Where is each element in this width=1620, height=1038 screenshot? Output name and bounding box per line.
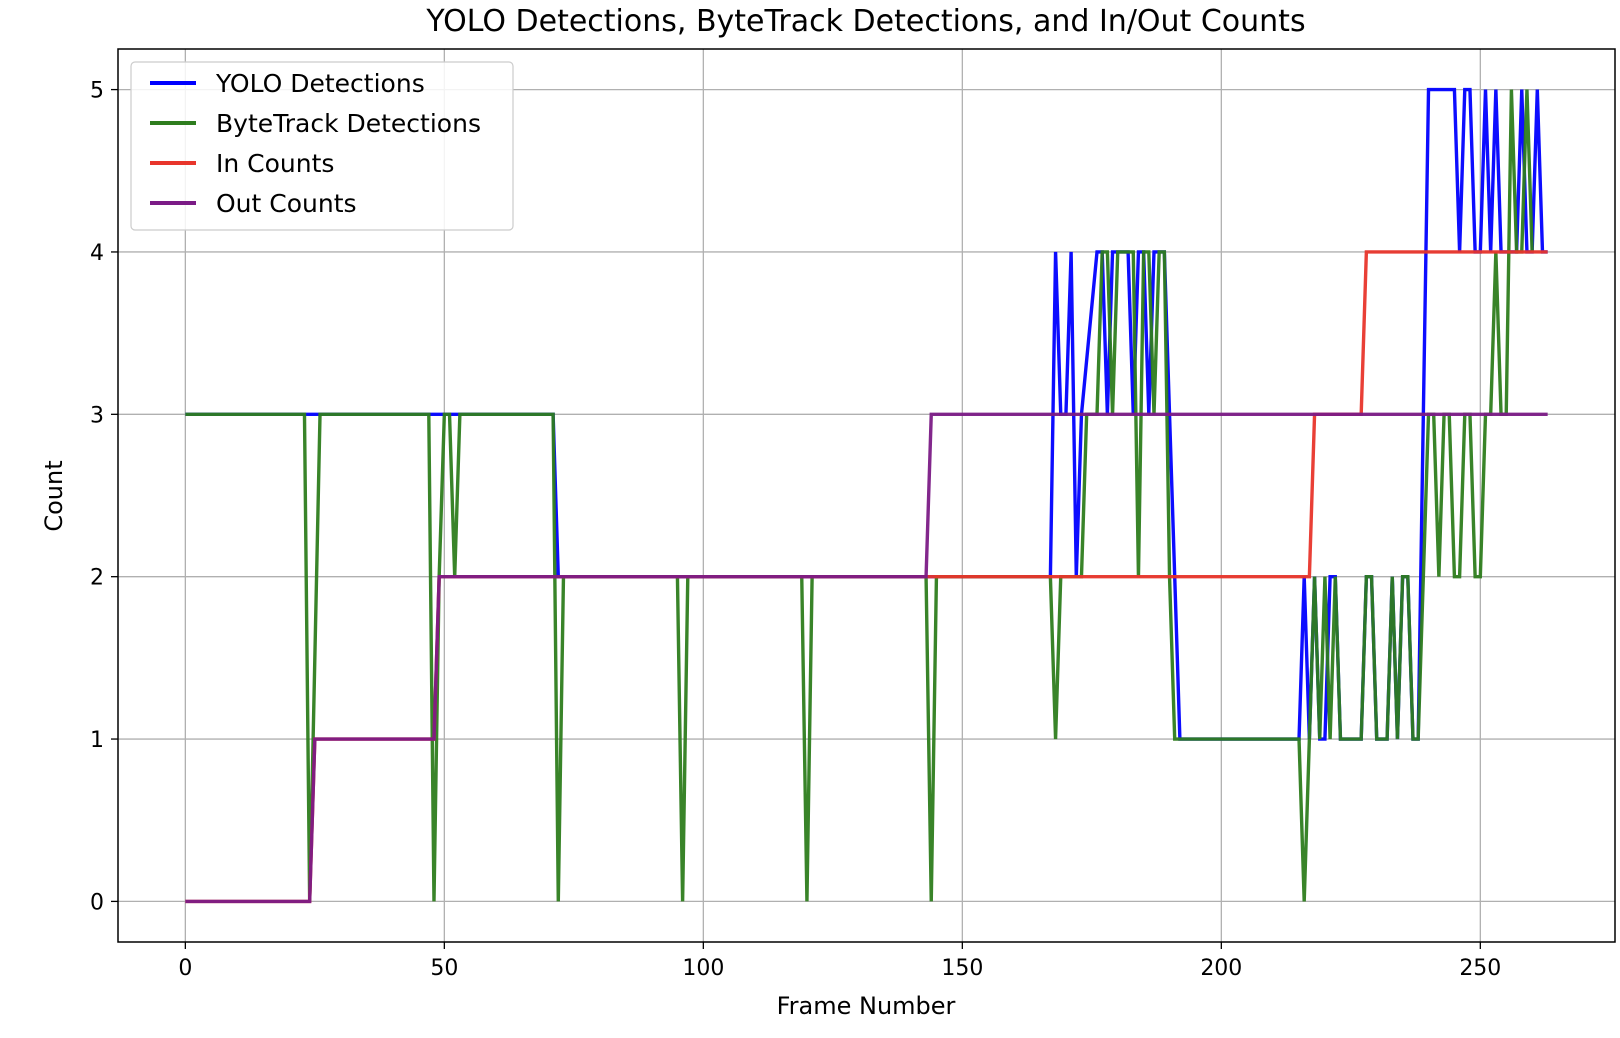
x-tick-label: 100 [682,956,724,981]
x-tick-label: 0 [178,956,192,981]
x-tick-label: 150 [941,956,983,981]
yolo-detections-line [185,87,1548,741]
legend-label-in-counts: In Counts [216,149,334,178]
plot-frame [117,48,1616,943]
x-tick-label: 200 [1200,956,1242,981]
legend-label-out-counts: Out Counts [216,189,357,218]
legend-box [130,61,514,231]
y-axis-label: Count [40,460,68,531]
y-tick-label: 5 [90,79,104,104]
y-tick-label: 1 [90,728,104,753]
x-axis-label: Frame Number [777,992,956,1020]
y-tick-label: 4 [90,241,104,266]
series-lines [185,87,1548,904]
legend-label-yolo-detections: YOLO Detections [215,69,425,98]
x-tick-label: 50 [430,956,458,981]
y-tick-label: 2 [90,566,104,591]
y-tick-label: 0 [90,890,104,915]
x-tick-label: 250 [1459,956,1501,981]
out-counts-line [185,412,1548,904]
chart-title: YOLO Detections, ByteTrack Detections, a… [425,4,1305,39]
y-tick-label: 3 [90,403,104,428]
legend-label-bytetrack-detections: ByteTrack Detections [216,109,481,138]
axis-ticks: 0 50 100 150 200 250 0 1 2 3 4 5 [90,79,1501,981]
legend: YOLO Detections ByteTrack Detections In Co… [130,61,514,231]
